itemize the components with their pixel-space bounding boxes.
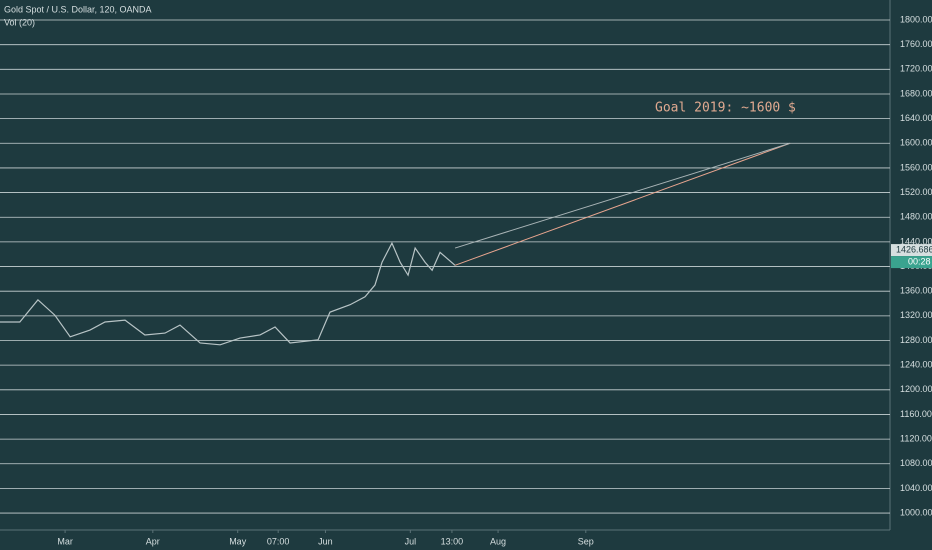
volume-label: Vol (20) [4, 17, 35, 27]
last-price-label: 1426.686 [896, 244, 932, 254]
x-tick-label: Apr [146, 536, 160, 546]
y-tick-label: 1240.000 [900, 360, 932, 370]
symbol-title: Gold Spot / U.S. Dollar, 120, OANDA [4, 4, 152, 14]
y-tick-label: 1080.000 [900, 458, 932, 468]
y-tick-label: 1640.000 [900, 113, 932, 123]
y-tick-label: 1480.000 [900, 212, 932, 222]
x-tick-label: Mar [57, 536, 73, 546]
y-tick-label: 1600.000 [900, 138, 932, 148]
x-tick-label: Jul [405, 536, 417, 546]
y-tick-label: 1040.000 [900, 483, 932, 493]
y-tick-label: 1440.000 [900, 236, 932, 246]
y-tick-label: 1760.000 [900, 39, 932, 49]
goal-annotation: Goal 2019: ~1600 $ [655, 101, 796, 116]
y-tick-label: 1320.000 [900, 310, 932, 320]
y-tick-label: 1520.000 [900, 187, 932, 197]
trend-line [454, 142, 791, 249]
y-tick-label: 1560.000 [900, 162, 932, 172]
countdown-box [891, 256, 932, 269]
y-tick-label: 1360.000 [900, 286, 932, 296]
x-tick-label: Sep [578, 536, 594, 546]
x-tick-label: 13:00 [441, 536, 464, 546]
y-tick-label: 1280.000 [900, 335, 932, 345]
y-tick-label: 1680.000 [900, 88, 932, 98]
x-tick-label: May [229, 536, 247, 546]
x-tick-label: 07:00 [267, 536, 290, 546]
y-tick-label: 1800.000 [900, 14, 932, 24]
x-tick-label: Aug [490, 536, 506, 546]
y-tick-label: 1120.000 [900, 433, 932, 443]
y-tick-label: 1720.000 [900, 64, 932, 74]
last-price-box [891, 244, 932, 257]
trend-line [454, 142, 791, 266]
countdown-label: 00:28 [908, 256, 931, 266]
y-tick-label: 1200.000 [900, 384, 932, 394]
y-tick-label: 1000.000 [900, 507, 932, 517]
price-line [0, 241, 456, 346]
x-tick-label: Jun [318, 536, 333, 546]
y-tick-label: 1160.000 [900, 409, 932, 419]
